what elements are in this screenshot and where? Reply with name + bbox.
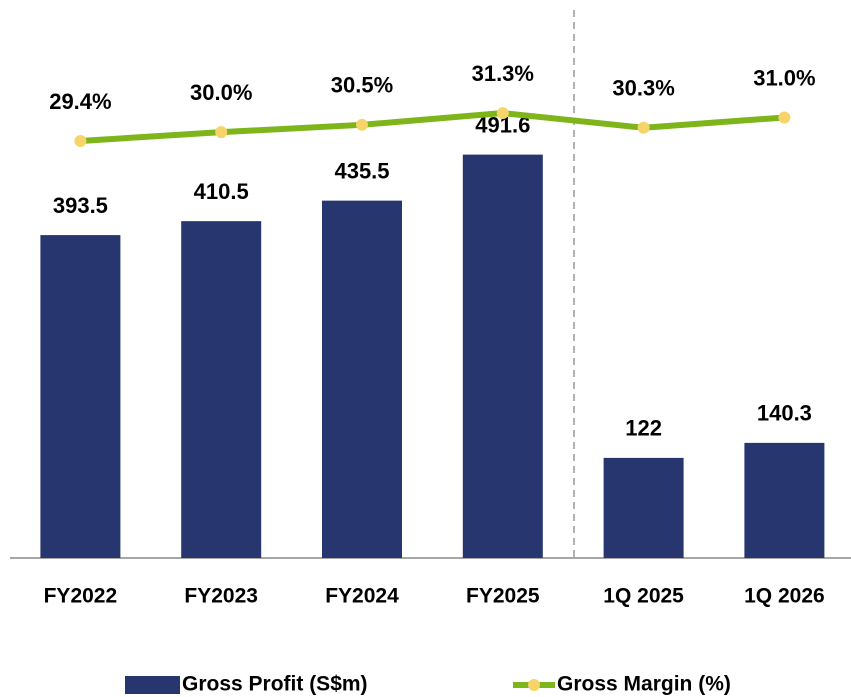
x-tick-label: 1Q 2026 [744, 585, 825, 608]
bar [744, 442, 825, 558]
bar-value-label: 410.5 [194, 179, 249, 204]
x-tick-label: FY2024 [325, 585, 399, 608]
legend-label: Gross Margin (%) [557, 673, 731, 696]
line-value-label: 30.3% [612, 76, 674, 101]
line-marker [74, 134, 87, 147]
bar-value-label: 393.5 [53, 193, 108, 218]
line-value-label: 31.3% [472, 61, 534, 86]
legend-swatch [125, 676, 180, 694]
bar [322, 200, 402, 558]
line-marker [356, 118, 368, 131]
legend-label: Gross Profit (S$m) [182, 673, 368, 696]
line-marker [215, 126, 228, 139]
legend-swatch-marker [528, 679, 540, 691]
bar [40, 235, 121, 559]
line-value-label: 29.4% [49, 89, 111, 114]
line-marker [496, 107, 509, 120]
line [80, 110, 785, 144]
x-tick-label: FY2025 [466, 585, 540, 608]
bar-value-label: 140.3 [757, 401, 812, 426]
line-value-label: 30.0% [190, 80, 252, 105]
line-value-label: 30.5% [331, 73, 393, 98]
line-marker [778, 111, 791, 124]
bar [462, 154, 543, 558]
x-tick-label: 1Q 2025 [603, 585, 684, 608]
line-marker [637, 121, 650, 134]
line-value-label: 31.0% [753, 65, 815, 90]
x-tick-label: FY2023 [184, 585, 258, 608]
bar [181, 221, 262, 558]
bar-value-label: 122 [625, 416, 662, 441]
bar-value-label: 435.5 [334, 158, 389, 183]
x-tick-label: FY2022 [44, 585, 118, 608]
bar [603, 457, 684, 558]
